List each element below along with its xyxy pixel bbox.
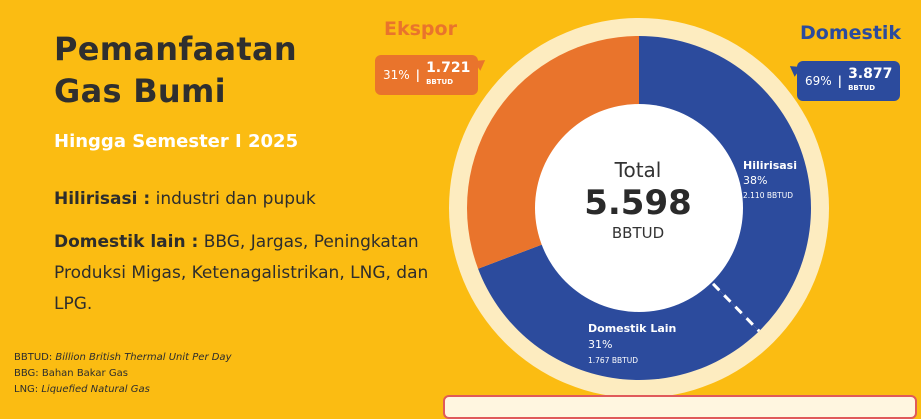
domestik-value: 3.877	[848, 66, 893, 82]
note-bbg: BBG: Bahan Bakar Gas	[14, 368, 128, 379]
ekspor-callout: 31% | 1.721 BBTUD	[375, 55, 479, 95]
hilirisasi-percent: 38%	[743, 174, 768, 187]
hilirisasi-name: Hilirisasi	[743, 159, 798, 172]
domestik-group-label: Domestik	[800, 22, 902, 44]
total-summary: Total 5.598 BBTUD	[538, 158, 738, 242]
title-line-2: Gas Bumi	[54, 72, 226, 110]
ekspor-group-label: Ekspor	[384, 18, 457, 40]
ekspor-value-block: 1.721 BBTUD	[426, 61, 470, 89]
hilirisasi-value: 2.110 BBTUD	[743, 191, 793, 200]
domestik-lain-name: Domestik Lain	[588, 322, 677, 335]
domestik-text: BBG, Jargas, Peningkatan Produksi Migas,…	[54, 232, 429, 314]
ekspor-unit: BBTUD	[426, 78, 454, 86]
hilirisasi-text: industri dan pupuk	[155, 189, 316, 209]
total-unit: BBTUD	[611, 224, 665, 242]
page-title: Pemanfaatan Gas Bumi	[54, 28, 297, 112]
donut-center	[535, 104, 743, 312]
note-lng: LNG: Liquefied Natural Gas	[14, 382, 231, 398]
hilirisasi-segment-label: Hilirisasi 38% 2.110 BBTUD	[743, 158, 797, 203]
total-label: Total	[614, 158, 662, 182]
title-line-1: Pemanfaatan	[54, 30, 297, 68]
total-value: 5.598	[584, 183, 692, 223]
bottom-info-box	[443, 395, 917, 419]
footnotes: BBTUD: Billion British Thermal Unit Per …	[14, 350, 231, 398]
page-subtitle: Hingga Semester I 2025	[54, 131, 299, 152]
donut-chart	[449, 18, 829, 398]
domestik-description: Domestik lain : BBG, Jargas, Peningkatan…	[54, 227, 434, 320]
note-bbtud: BBTUD: Billion British Thermal Unit Per …	[14, 350, 231, 366]
domestik-lain-segment-label: Domestik Lain 31% 1.767 BBTUD	[588, 321, 676, 369]
domestik-percent: 69%	[805, 74, 832, 88]
hilirisasi-term: Hilirisasi :	[54, 189, 151, 209]
callout-separator: |	[837, 74, 843, 88]
ekspor-percent: 31%	[383, 68, 410, 82]
ekspor-value: 1.721	[426, 60, 471, 76]
hilirisasi-description: Hilirisasi : industri dan pupuk	[54, 184, 316, 215]
note-lng-term: LNG:	[14, 384, 39, 395]
domestik-callout: 69% | 3.877 BBTUD	[797, 61, 901, 101]
domestik-value-block: 3.877 BBTUD	[848, 67, 892, 95]
note-lng-def: Liquefied Natural Gas	[41, 384, 150, 395]
note-bbtud-term: BBTUD:	[14, 352, 53, 363]
callout-separator: |	[415, 68, 421, 82]
domestik-lain-value: 1.767 BBTUD	[588, 356, 638, 365]
domestik-term: Domestik lain :	[54, 232, 199, 252]
segment-divider-line	[711, 282, 761, 333]
domestik-unit: BBTUD	[848, 84, 876, 92]
domestik-lain-percent: 31%	[588, 338, 613, 351]
note-bbtud-def: Billion British Thermal Unit Per Day	[55, 352, 232, 363]
